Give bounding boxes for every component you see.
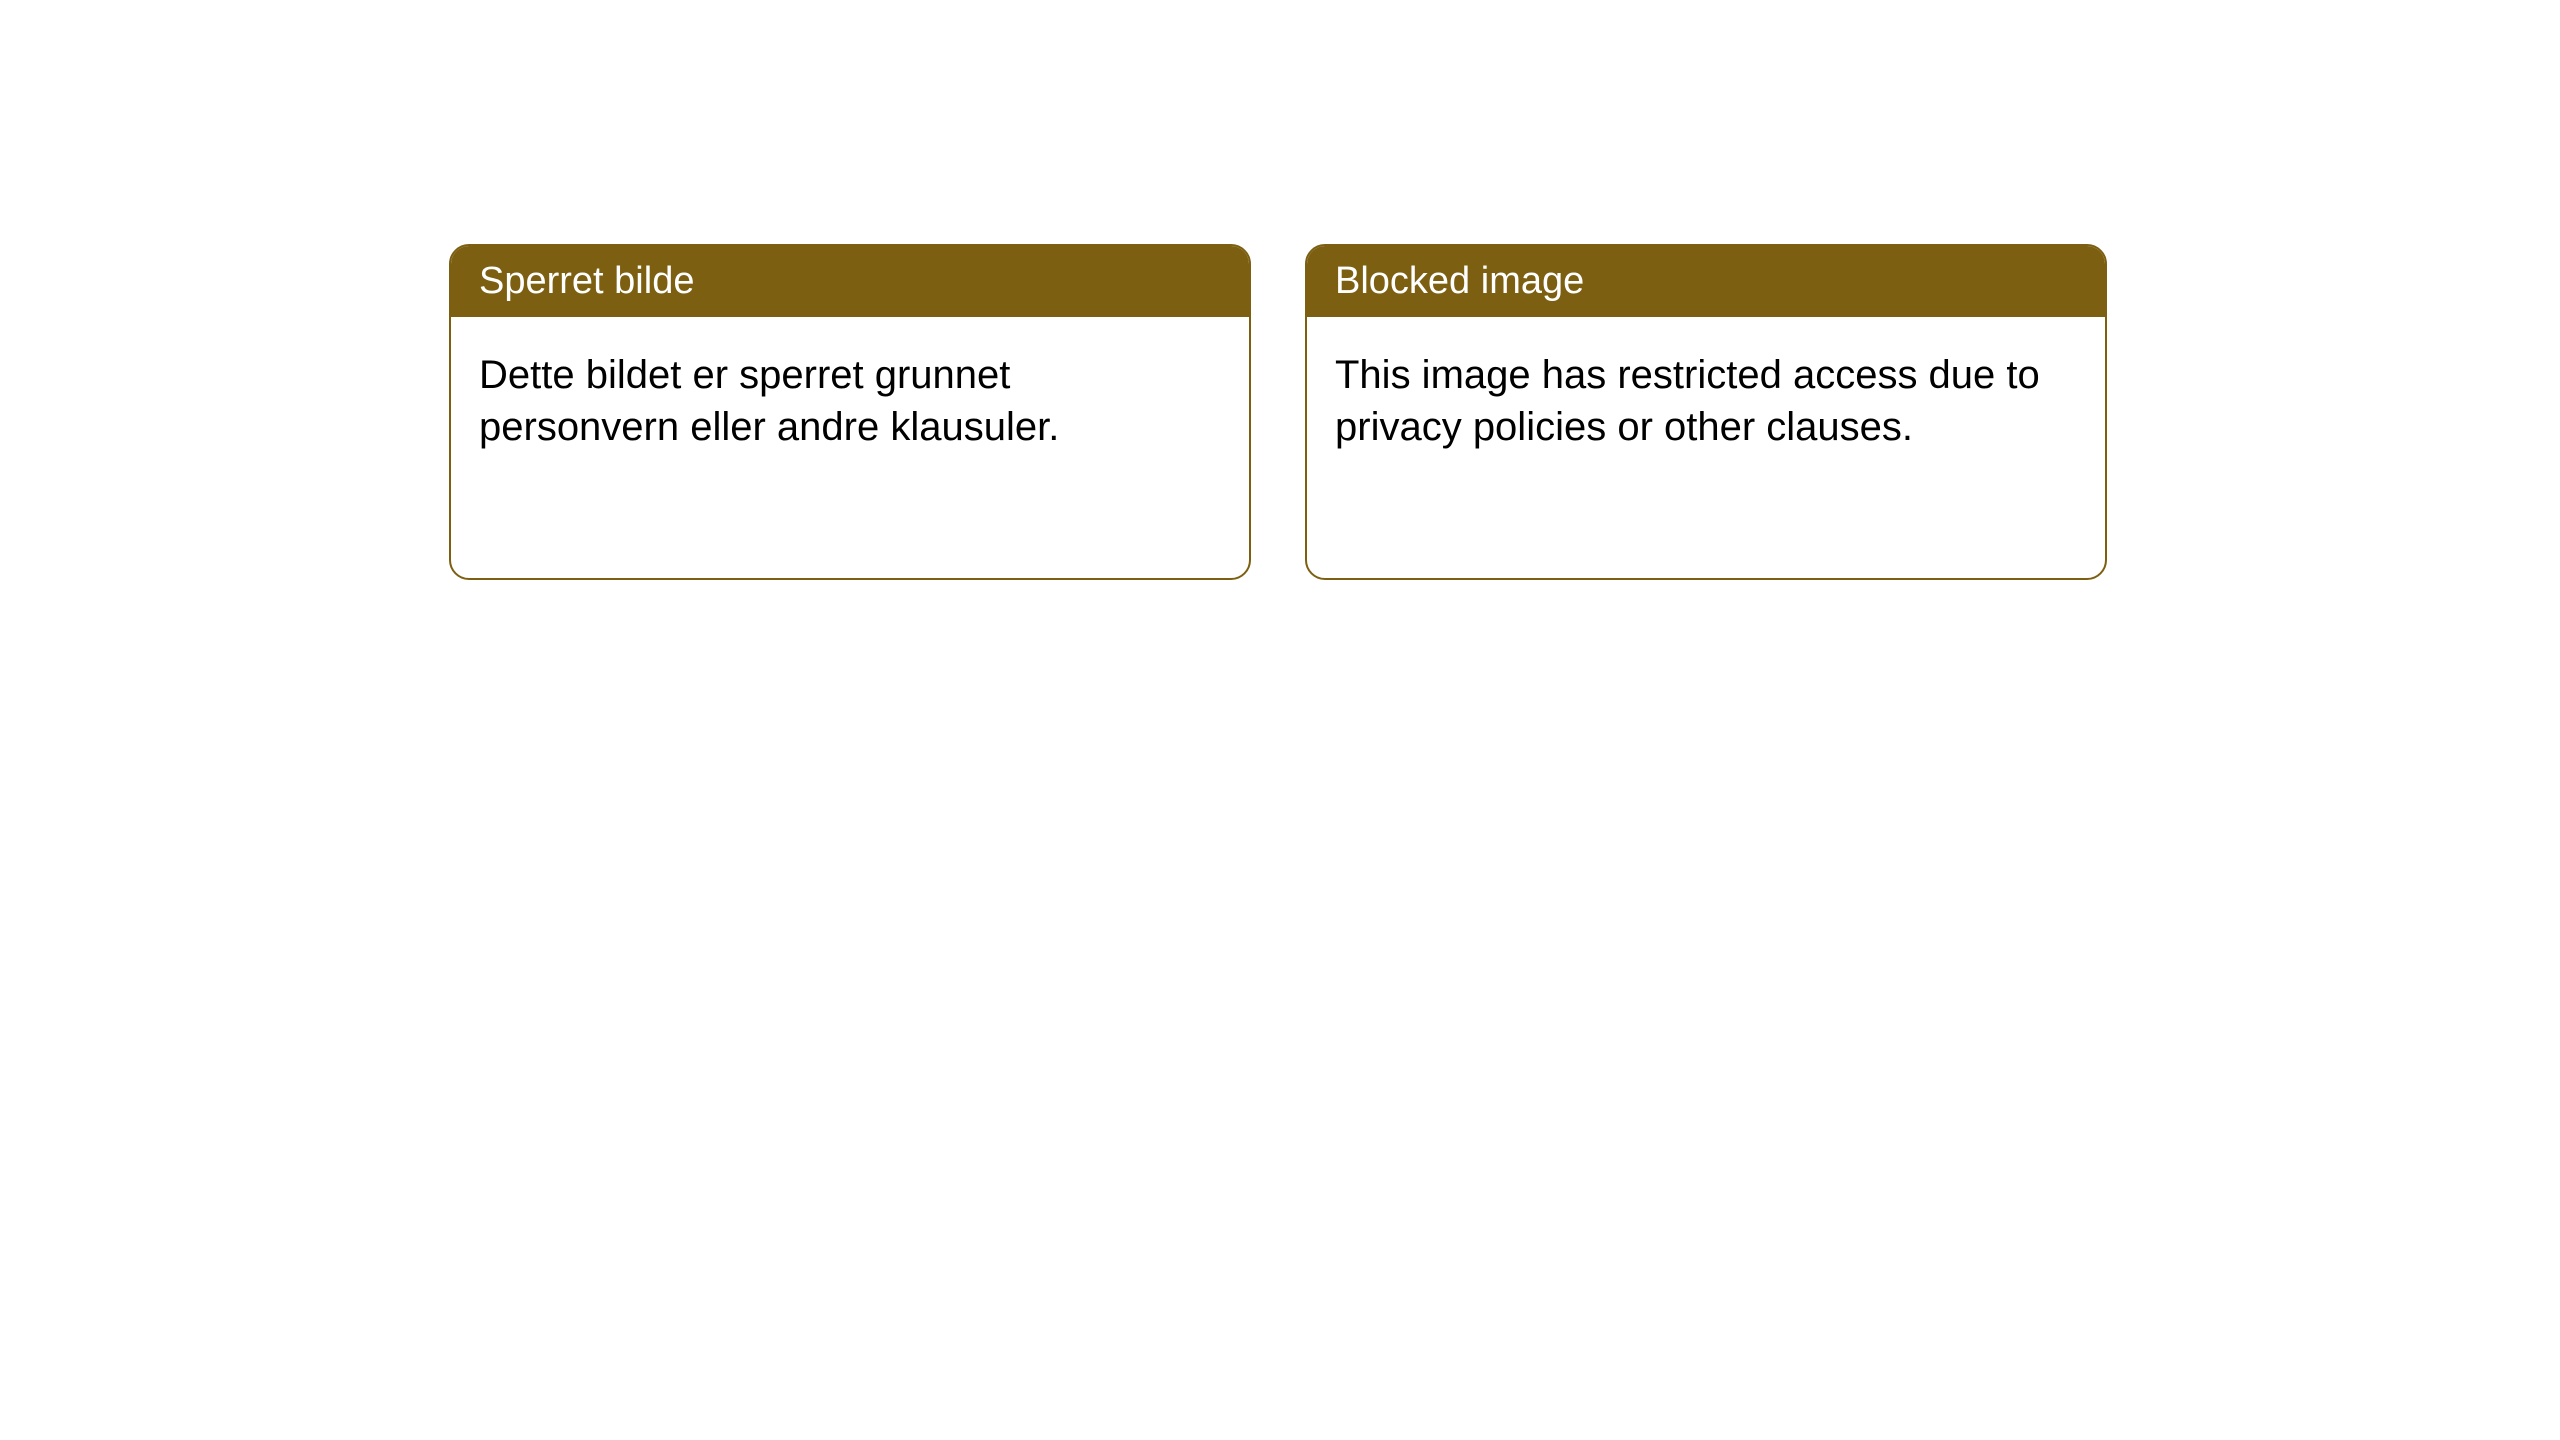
card-header: Blocked image [1307, 246, 2105, 317]
notice-card-norwegian: Sperret bilde Dette bildet er sperret gr… [449, 244, 1251, 580]
card-body: This image has restricted access due to … [1307, 317, 2105, 485]
card-body: Dette bildet er sperret grunnet personve… [451, 317, 1249, 485]
card-body-text: This image has restricted access due to … [1335, 353, 2040, 449]
card-header: Sperret bilde [451, 246, 1249, 317]
notice-card-english: Blocked image This image has restricted … [1305, 244, 2107, 580]
card-title: Blocked image [1335, 260, 1584, 302]
card-title: Sperret bilde [479, 260, 694, 302]
card-body-text: Dette bildet er sperret grunnet personve… [479, 353, 1059, 449]
notice-cards-container: Sperret bilde Dette bildet er sperret gr… [449, 244, 2107, 580]
